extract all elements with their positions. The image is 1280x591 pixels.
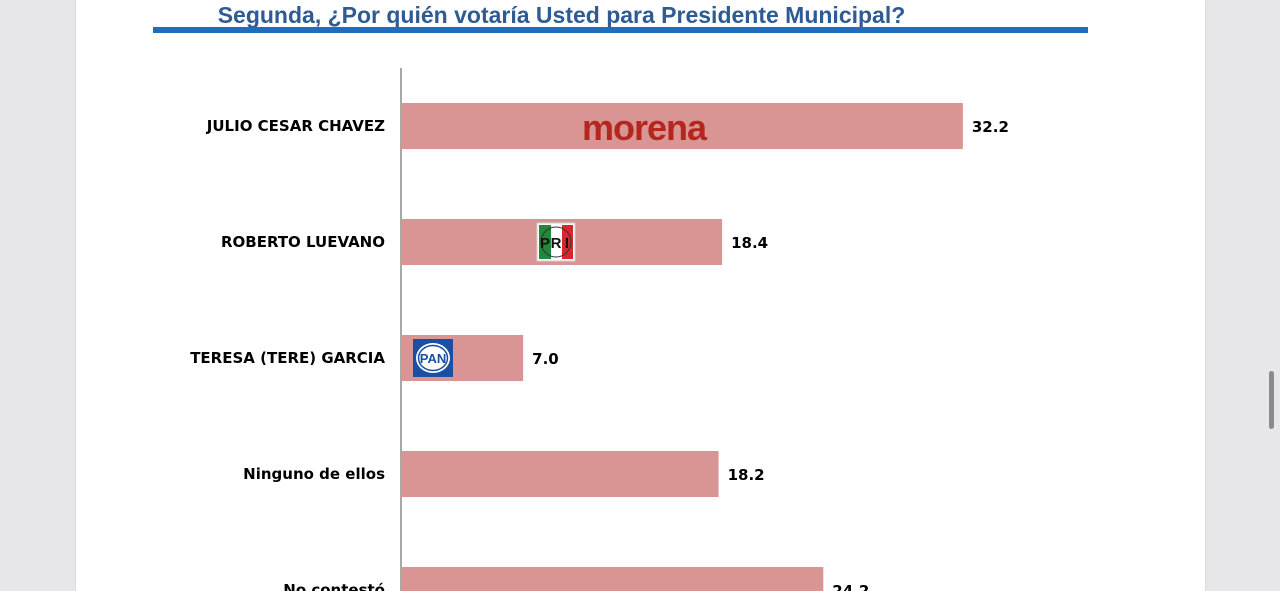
category-label: No contestó: [283, 581, 385, 591]
chart-title: Segunda, ¿Por quién votaría Usted para P…: [217, 2, 906, 28]
category-label: Ninguno de ellos: [243, 465, 385, 483]
value-label: 24.2: [832, 582, 869, 591]
category-label: ROBERTO LUEVANO: [221, 233, 385, 251]
svg-text:morena: morena: [582, 107, 708, 148]
value-label: 18.4: [731, 234, 768, 252]
svg-text:R: R: [551, 235, 562, 252]
bar-0: [401, 103, 963, 149]
category-label: JULIO CESAR CHAVEZ: [206, 117, 385, 135]
bar-4: [401, 567, 824, 591]
bar-3: [401, 451, 719, 497]
svg-text:PAN: PAN: [420, 351, 446, 366]
morena-logo: morena: [582, 107, 709, 148]
pan-logo: PAN: [413, 339, 453, 377]
value-label: 18.2: [728, 466, 765, 484]
svg-text:I: I: [565, 235, 569, 252]
title-underline: [153, 27, 1088, 33]
value-label: 32.2: [972, 118, 1009, 136]
category-label: TERESA (TERE) GARCIA: [190, 349, 385, 367]
svg-text:P: P: [540, 235, 550, 252]
value-label: 7.0: [532, 350, 559, 368]
vertical-scrollbar[interactable]: [1269, 371, 1274, 429]
